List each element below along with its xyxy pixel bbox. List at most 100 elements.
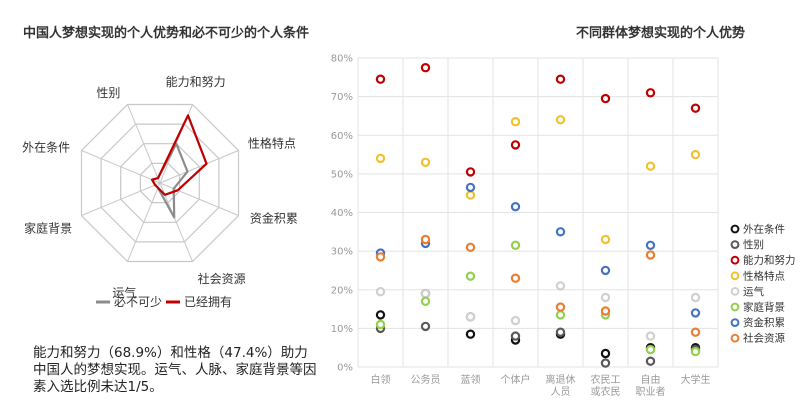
scatter-point-社会资源	[555, 302, 566, 312]
scatter-point-运气	[375, 287, 386, 297]
scatter-legend-marker	[730, 240, 740, 250]
radar-spoke	[127, 182, 161, 262]
summary-text: 能力和努力（68.9%）和性格（47.4%）助力中国人的梦想实现。运气、人脉、家…	[33, 345, 317, 395]
scatter-point-性别	[555, 327, 566, 337]
scatter-point-性别	[645, 356, 656, 366]
radar-spoke	[159, 182, 193, 262]
scatter-point-运气	[465, 312, 476, 322]
scatter-point-性别	[420, 321, 431, 332]
scatter-legend-label: 性别	[743, 238, 764, 251]
scatter-axis: 0% 10% 20% 30% 40% 50% 60% 70% 80% 白领 公务员 蓝领 个体户 离退休人…	[331, 54, 711, 399]
scatter-point-性格特点	[465, 190, 476, 200]
scatter-xtick: 或农民	[591, 385, 621, 398]
scatter-point-社会资源	[690, 327, 701, 337]
scatter-point-能力和努力	[375, 74, 386, 84]
scatter-point-性别	[510, 331, 521, 341]
scatter-ytick: 10%	[331, 324, 353, 335]
scatter-point-资金积累	[645, 240, 656, 250]
scatter-point-资金积累	[600, 265, 611, 276]
scatter-xtick: 蓝领	[461, 373, 481, 386]
radar-axis-label: 资金积累	[250, 211, 298, 226]
scatter-ytick: 20%	[331, 285, 353, 296]
scatter-point-家庭背景	[645, 344, 656, 355]
scatter-legend-label: 性格特点	[743, 269, 785, 282]
scatter-point-能力和努力	[600, 93, 611, 104]
radar-axis-label: 性格特点	[248, 135, 296, 150]
scatter-point-资金积累	[510, 201, 521, 212]
radar-spoke	[127, 104, 161, 184]
scatter-point-社会资源	[510, 273, 521, 283]
scatter-ytick: 60%	[331, 131, 353, 142]
scatter-ytick: 30%	[331, 247, 353, 258]
scatter-xtick: 离退休	[546, 373, 576, 386]
scatter-legend-marker	[730, 224, 740, 234]
scatter-ytick: 0%	[337, 363, 353, 374]
radar-title: 中国人梦想实现的个人优势和必不可少的个人条件	[23, 26, 310, 41]
scatter-point-家庭背景	[375, 319, 386, 330]
scatter-point-性别	[600, 358, 611, 368]
radar-series-已经拥有	[151, 114, 208, 196]
radar-axis-label: 外在条件	[22, 140, 70, 154]
scatter-point-运气	[690, 292, 701, 303]
scatter-ytick: 50%	[331, 169, 353, 180]
scatter-point-家庭背景	[555, 310, 566, 320]
radar-legend-label: 必不可少	[114, 295, 162, 309]
scatter-point-运气	[555, 281, 566, 291]
scatter-point-资金积累	[690, 308, 701, 318]
radar-spoke	[159, 150, 239, 184]
scatter-point-运气	[600, 292, 611, 303]
radar-axis-label: 运气	[112, 285, 136, 300]
scatter-point-外在条件	[465, 329, 476, 339]
scatter-points	[375, 62, 701, 368]
scatter-legend-label: 家庭背景	[743, 301, 785, 314]
scatter-point-家庭背景	[690, 346, 701, 357]
scatter-point-性格特点	[510, 116, 521, 127]
scatter-point-能力和努力	[690, 103, 701, 113]
radar-legend-label: 已经拥有	[184, 295, 232, 309]
scatter-point-能力和努力	[465, 167, 476, 177]
scatter-legend-label: 外在条件	[743, 223, 785, 236]
scatter-point-运气	[420, 288, 431, 299]
radar-axis-label: 能力和努力	[166, 74, 226, 89]
scatter-point-外在条件	[600, 348, 611, 359]
scatter-point-家庭背景	[465, 271, 476, 281]
scatter-point-运气	[645, 331, 656, 341]
scatter-ytick: 80%	[331, 54, 353, 65]
scatter-legend-label: 能力和努力	[743, 254, 796, 267]
scatter-point-性格特点	[375, 153, 386, 164]
scatter-legend-label: 运气	[743, 285, 764, 298]
radar-axis-label: 性别	[96, 86, 120, 100]
scatter-point-能力和努力	[420, 62, 431, 73]
scatter-point-能力和努力	[555, 74, 566, 84]
scatter-xtick: 大学生	[681, 373, 711, 386]
scatter-title: 不同群体梦想实现的个人优势	[576, 26, 746, 41]
scatter-point-社会资源	[375, 252, 386, 262]
scatter-legend-marker	[730, 302, 740, 312]
scatter-xtick: 白领	[371, 373, 391, 386]
scatter-xtick: 公务员	[411, 373, 441, 386]
scatter-xtick: 人员	[551, 386, 571, 398]
radar-axis-label: 家庭背景	[24, 221, 72, 236]
scatter-legend-marker	[730, 318, 740, 328]
scatter-point-性格特点	[420, 157, 431, 167]
scatter-point-社会资源	[600, 306, 611, 316]
scatter-point-家庭背景	[420, 296, 431, 306]
scatter-xtick: 自由	[641, 373, 661, 386]
scatter-legend-marker	[730, 271, 740, 281]
scatter-xtick: 个体户	[501, 373, 531, 386]
scatter-legend-label: 社会资源	[743, 332, 785, 345]
scatter-point-性格特点	[690, 149, 701, 160]
radar-legend: 必不可少 已经拥有	[96, 295, 232, 309]
scatter-point-资金积累	[465, 182, 476, 193]
scatter-xtick: 职业者	[636, 386, 666, 398]
scatter-point-资金积累	[555, 227, 566, 237]
radar-series	[151, 114, 208, 219]
scatter-point-运气	[510, 315, 521, 326]
scatter-ytick: 70%	[331, 92, 353, 103]
radar-spoke	[81, 150, 161, 184]
scatter-point-能力和努力	[510, 140, 521, 150]
scatter-point-社会资源	[465, 242, 476, 252]
scatter-legend-marker	[730, 255, 740, 265]
